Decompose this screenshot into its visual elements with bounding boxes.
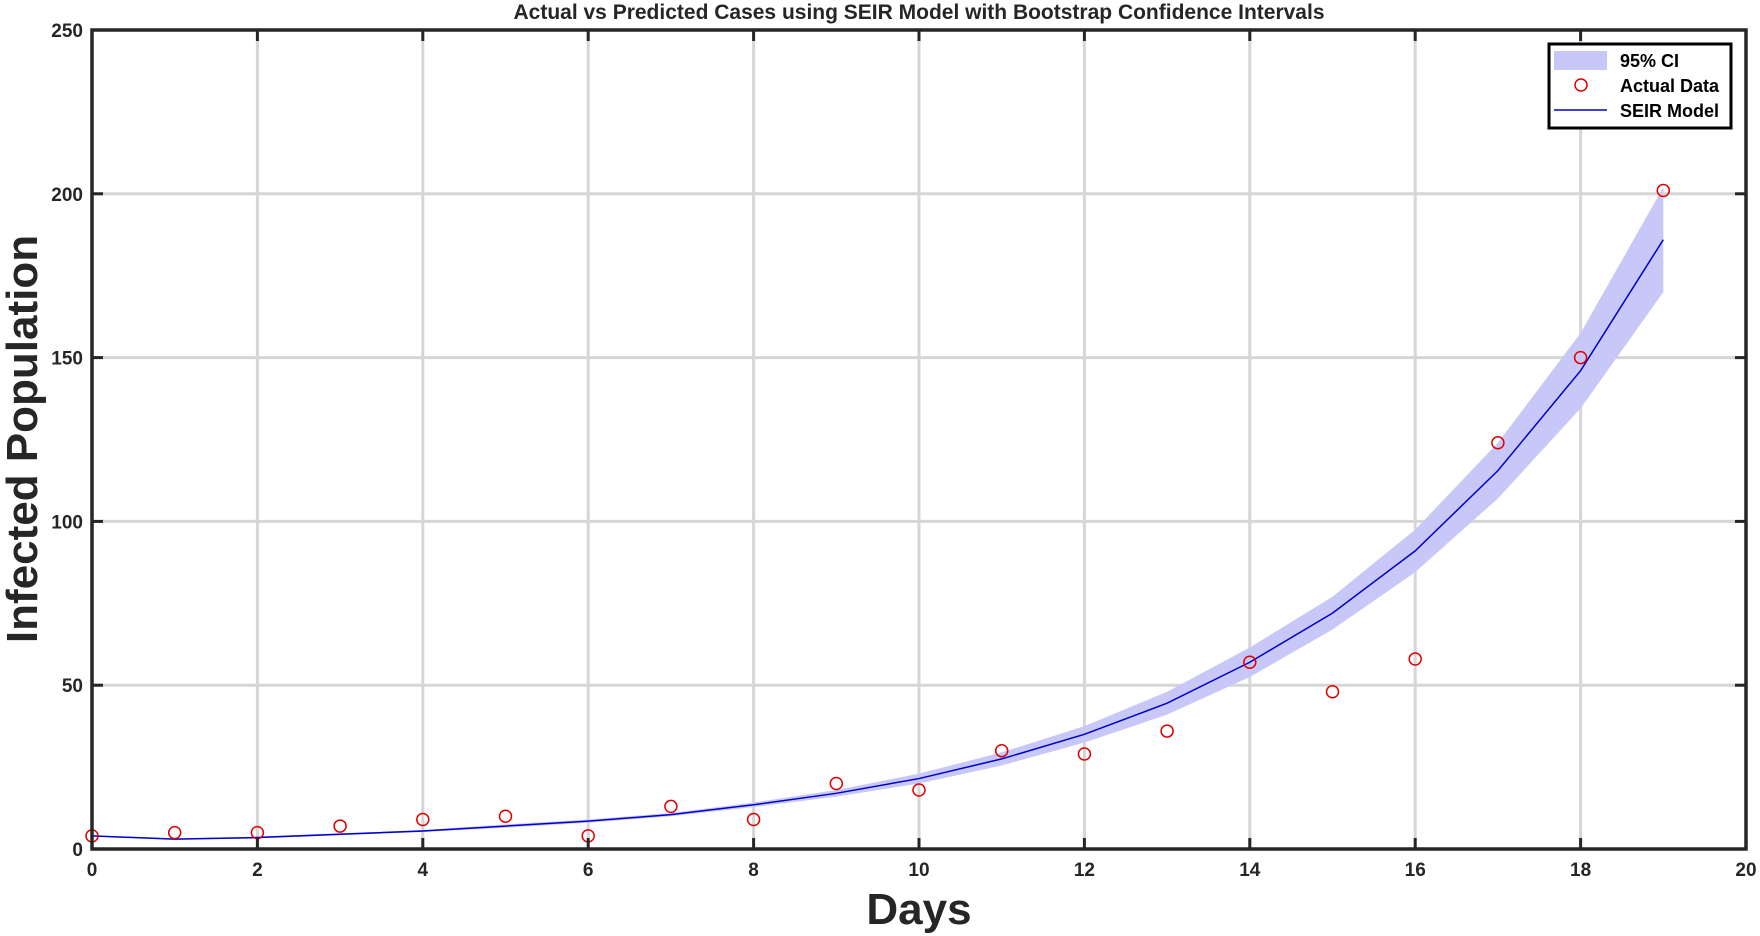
x-tick-label: 12 bbox=[1074, 860, 1095, 881]
actual-data-point bbox=[1408, 652, 1422, 666]
y-axis-ticks: 0 50 100 150 200 250 bbox=[51, 21, 1746, 861]
x-tick-label: 6 bbox=[583, 860, 594, 881]
actual-data-point bbox=[994, 743, 1009, 758]
x-tick-label: 0 bbox=[87, 860, 98, 881]
legend-ci-swatch bbox=[1554, 51, 1607, 70]
y-tick-label: 100 bbox=[51, 512, 83, 533]
actual-data-point bbox=[1491, 436, 1505, 450]
y-tick-label: 0 bbox=[72, 840, 83, 861]
y-tick-label: 250 bbox=[51, 21, 83, 42]
actual-data-point bbox=[1077, 747, 1092, 761]
x-tick-label: 2 bbox=[252, 860, 263, 881]
legend: 95% CI Actual Data SEIR Model bbox=[1547, 42, 1733, 130]
actual-data-point bbox=[1656, 183, 1671, 198]
legend-seir-label: SEIR Model bbox=[1620, 101, 1719, 121]
actual-data-point bbox=[167, 825, 182, 840]
legend-ci-label: 95% CI bbox=[1620, 51, 1679, 71]
grid bbox=[92, 30, 1746, 849]
y-tick-label: 50 bbox=[62, 676, 83, 697]
actual-data-point bbox=[664, 799, 678, 814]
legend-actual-label: Actual Data bbox=[1620, 76, 1720, 96]
actual-data-point bbox=[1160, 724, 1174, 738]
x-tick-label: 14 bbox=[1239, 860, 1261, 881]
x-tick-label: 16 bbox=[1405, 860, 1426, 881]
y-tick-label: 200 bbox=[51, 185, 83, 206]
seir-model-line bbox=[91, 239, 1664, 840]
x-axis-label: Days bbox=[866, 885, 971, 934]
x-tick-label: 20 bbox=[1735, 860, 1756, 881]
x-axis-ticks: 0 2 4 6 8 10 12 14 16 18 20 bbox=[87, 30, 1757, 881]
actual-data-point bbox=[829, 776, 844, 791]
x-tick-label: 4 bbox=[418, 860, 429, 881]
seir-model-series bbox=[91, 239, 1664, 840]
actual-data-point bbox=[498, 809, 513, 823]
actual-data-point bbox=[1243, 655, 1257, 670]
chart-title: Actual vs Predicted Cases using SEIR Mod… bbox=[513, 1, 1324, 24]
actual-data-point bbox=[746, 812, 761, 827]
legend-actual-marker bbox=[1574, 78, 1588, 92]
actual-data-point bbox=[912, 783, 926, 797]
actual-data-point bbox=[1325, 685, 1340, 699]
actual-data-point bbox=[416, 812, 430, 827]
actual-data-point bbox=[1573, 350, 1588, 365]
y-axis-label: Infected Population bbox=[0, 235, 47, 643]
ci-band-area bbox=[92, 187, 1664, 840]
x-tick-label: 8 bbox=[748, 860, 759, 881]
x-tick-label: 10 bbox=[908, 860, 929, 881]
x-tick-label: 18 bbox=[1570, 860, 1591, 881]
actual-data-point bbox=[333, 819, 347, 833]
confidence-band bbox=[92, 187, 1664, 840]
y-tick-label: 150 bbox=[51, 349, 83, 370]
